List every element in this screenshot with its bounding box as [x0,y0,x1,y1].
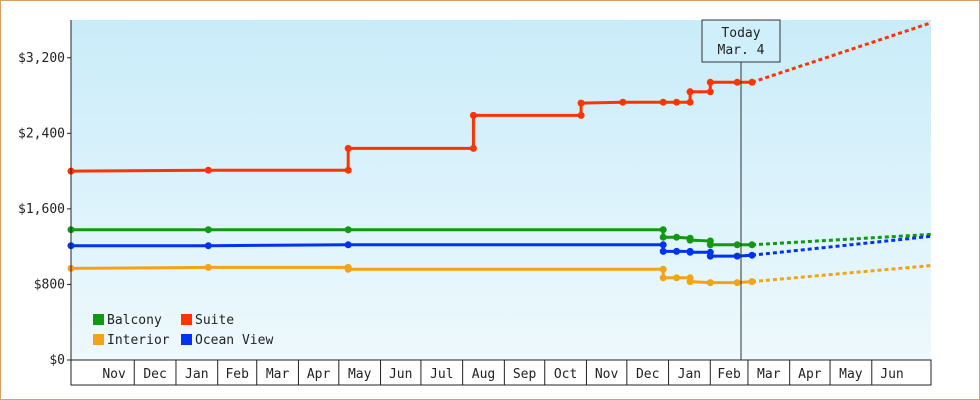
data-point [706,252,714,260]
data-point [344,226,352,234]
data-point [469,111,477,119]
data-point [686,98,694,106]
y-tick-label: $2,400 [18,126,65,141]
y-tick-label: $800 [34,277,65,292]
forecast-line [751,232,932,247]
legend-label: Balcony [107,313,162,328]
y-tick-label: $3,200 [18,51,65,66]
legend-swatch [93,314,104,325]
legend-swatch [93,334,104,345]
plot-area [71,20,931,360]
today-date: Mar. 4 [718,43,765,58]
x-tick-label: Apr [307,367,331,382]
x-tick-label: Apr [798,367,822,382]
legend-label: Ocean View [195,333,273,348]
today-box [701,19,781,63]
data-point [344,265,352,273]
axes: $0 $800 $1,600 $2,400 $3,200 Nov Dec Jan Feb Mar A… [18,20,932,386]
forecast-line [751,21,932,84]
forecast-line [751,264,932,284]
x-tick-label: Feb [225,367,249,382]
data-point [204,166,212,174]
x-tick-label: Aug [472,367,495,382]
data-point [344,166,352,174]
x-tick-label: Feb [717,367,741,382]
y-tick-label: $1,600 [18,202,65,217]
x-tick-label: Nov [102,367,126,382]
data-point [577,99,585,107]
x-tick-label: Mar [757,367,781,382]
x-tick-label: Jan [678,367,701,382]
data-point [748,241,756,249]
forecast-line [751,234,932,257]
data-point [469,144,477,152]
data-point [344,144,352,152]
data-point [204,226,212,234]
month-band [70,359,932,386]
legend-label: Suite [195,313,234,328]
data-point [706,279,714,287]
data-point [659,265,667,273]
data-point [659,233,667,241]
data-point [748,78,756,86]
x-tick-label: Jul [430,367,453,382]
data-point [659,241,667,249]
x-tick-label: May [348,367,372,382]
legend-swatch [181,314,192,325]
series-line [71,228,752,247]
legend-swatch [181,334,192,345]
forecast-lines [751,21,932,284]
data-point [659,98,667,106]
data-point [748,278,756,286]
series-line [71,243,753,258]
data-point [659,226,667,234]
x-tick-label: Jun [880,367,903,382]
data-point [673,247,681,255]
data-point [619,98,627,106]
x-tick-label: Jun [389,367,412,382]
data-point [733,241,741,249]
data-point [686,278,694,286]
series-lines [67,78,756,287]
data-point [733,78,741,86]
x-tick-label: Nov [595,367,619,382]
data-point [733,252,741,260]
x-tick-label: Oct [554,367,577,382]
data-point [686,248,694,256]
data-point [344,241,352,249]
x-tick-label: Sep [513,367,537,382]
x-tick-label: May [839,367,863,382]
legend-label: Interior [107,333,170,348]
data-point [706,241,714,249]
legend: Balcony Suite Interior Ocean View [93,313,273,348]
series-line [70,265,753,285]
today-marker: Today Mar. 4 [701,19,781,360]
data-point [686,88,694,96]
data-point [673,274,681,282]
data-point [748,251,756,259]
data-point [706,88,714,96]
data-point [673,98,681,106]
y-tick-label: $0 [49,353,65,368]
data-point [204,242,212,250]
data-point [204,263,212,271]
data-point [686,236,694,244]
data-point [659,247,667,255]
data-point [706,78,714,86]
x-tick-label: Dec [636,367,659,382]
today-label: Today [721,26,760,41]
x-tick-label: Jan [185,367,208,382]
x-tick-label: Dec [143,367,166,382]
data-point [673,233,681,241]
data-point [659,274,667,282]
x-tick-label: Mar [266,367,290,382]
data-point [577,111,585,119]
data-point [733,279,741,287]
